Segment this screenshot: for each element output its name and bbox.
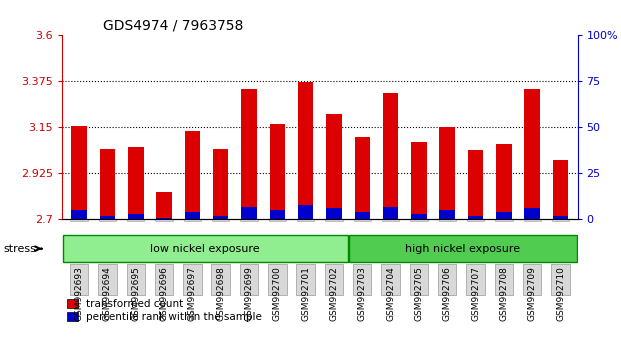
FancyBboxPatch shape <box>495 264 513 295</box>
Bar <box>383 93 399 219</box>
FancyBboxPatch shape <box>552 219 569 221</box>
FancyBboxPatch shape <box>268 264 286 295</box>
Bar <box>553 216 568 219</box>
Text: GSM992700: GSM992700 <box>273 266 282 321</box>
FancyBboxPatch shape <box>523 264 542 295</box>
Bar <box>128 147 143 219</box>
Bar <box>440 210 455 219</box>
Bar <box>355 212 370 219</box>
Text: GSM992708: GSM992708 <box>499 266 509 321</box>
Bar <box>524 88 540 219</box>
Bar <box>468 216 483 219</box>
FancyBboxPatch shape <box>382 219 399 221</box>
Bar <box>156 218 172 219</box>
FancyBboxPatch shape <box>325 219 343 221</box>
FancyBboxPatch shape <box>240 219 258 221</box>
Bar <box>71 126 87 219</box>
Text: GSM992695: GSM992695 <box>131 266 140 321</box>
Bar <box>326 209 342 219</box>
Bar <box>524 209 540 219</box>
Bar <box>496 212 512 219</box>
FancyBboxPatch shape <box>183 264 202 295</box>
Bar <box>71 210 87 219</box>
Text: GDS4974 / 7963758: GDS4974 / 7963758 <box>103 19 243 33</box>
FancyBboxPatch shape <box>99 219 116 221</box>
Bar <box>411 214 427 219</box>
Bar <box>128 214 143 219</box>
Bar <box>383 207 399 219</box>
Text: GSM992702: GSM992702 <box>330 266 338 321</box>
FancyBboxPatch shape <box>212 264 230 295</box>
FancyBboxPatch shape <box>349 235 577 262</box>
Bar <box>355 137 370 219</box>
FancyBboxPatch shape <box>325 264 343 295</box>
Bar <box>440 127 455 219</box>
Text: GSM992705: GSM992705 <box>414 266 424 321</box>
FancyBboxPatch shape <box>381 264 400 295</box>
FancyBboxPatch shape <box>438 219 456 221</box>
Bar <box>99 216 116 219</box>
FancyBboxPatch shape <box>70 219 88 221</box>
Bar <box>270 124 285 219</box>
FancyBboxPatch shape <box>70 264 88 295</box>
Text: GSM992703: GSM992703 <box>358 266 367 321</box>
FancyBboxPatch shape <box>410 264 428 295</box>
Text: low nickel exposure: low nickel exposure <box>150 244 260 254</box>
Text: GSM992693: GSM992693 <box>75 266 84 321</box>
Text: GSM992704: GSM992704 <box>386 266 395 321</box>
Bar <box>241 88 257 219</box>
FancyBboxPatch shape <box>155 219 173 221</box>
Bar <box>496 144 512 219</box>
FancyBboxPatch shape <box>98 264 117 295</box>
Bar <box>468 150 483 219</box>
Text: GSM992698: GSM992698 <box>216 266 225 321</box>
Text: GSM992694: GSM992694 <box>103 266 112 321</box>
Bar <box>213 216 229 219</box>
FancyBboxPatch shape <box>551 264 569 295</box>
FancyBboxPatch shape <box>496 219 512 221</box>
FancyBboxPatch shape <box>269 219 286 221</box>
Text: stress: stress <box>3 244 42 254</box>
Legend: transformed count, percentile rank within the sample: transformed count, percentile rank withi… <box>67 299 262 322</box>
FancyBboxPatch shape <box>212 219 229 221</box>
FancyBboxPatch shape <box>297 219 314 221</box>
FancyBboxPatch shape <box>410 219 428 221</box>
FancyBboxPatch shape <box>63 235 348 262</box>
Text: GSM992701: GSM992701 <box>301 266 310 321</box>
FancyBboxPatch shape <box>353 219 371 221</box>
Bar <box>553 160 568 219</box>
Text: high nickel exposure: high nickel exposure <box>406 244 520 254</box>
Bar <box>99 149 116 219</box>
Bar <box>156 192 172 219</box>
FancyBboxPatch shape <box>155 264 173 295</box>
Bar <box>298 205 314 219</box>
FancyBboxPatch shape <box>353 264 371 295</box>
FancyBboxPatch shape <box>127 264 145 295</box>
Text: GSM992696: GSM992696 <box>160 266 168 321</box>
Bar <box>241 207 257 219</box>
FancyBboxPatch shape <box>466 264 485 295</box>
Text: GSM992709: GSM992709 <box>528 266 537 321</box>
FancyBboxPatch shape <box>467 219 484 221</box>
Bar <box>411 142 427 219</box>
Text: GSM992699: GSM992699 <box>245 266 253 321</box>
Bar <box>298 82 314 219</box>
FancyBboxPatch shape <box>127 219 144 221</box>
FancyBboxPatch shape <box>296 264 315 295</box>
FancyBboxPatch shape <box>524 219 541 221</box>
Bar <box>213 149 229 219</box>
Text: GSM992697: GSM992697 <box>188 266 197 321</box>
Bar <box>184 212 200 219</box>
Text: GSM992710: GSM992710 <box>556 266 565 321</box>
Text: GSM992706: GSM992706 <box>443 266 451 321</box>
Text: GSM992707: GSM992707 <box>471 266 480 321</box>
FancyBboxPatch shape <box>184 219 201 221</box>
FancyBboxPatch shape <box>438 264 456 295</box>
FancyBboxPatch shape <box>240 264 258 295</box>
Bar <box>326 114 342 219</box>
Bar <box>270 210 285 219</box>
Bar <box>184 131 200 219</box>
